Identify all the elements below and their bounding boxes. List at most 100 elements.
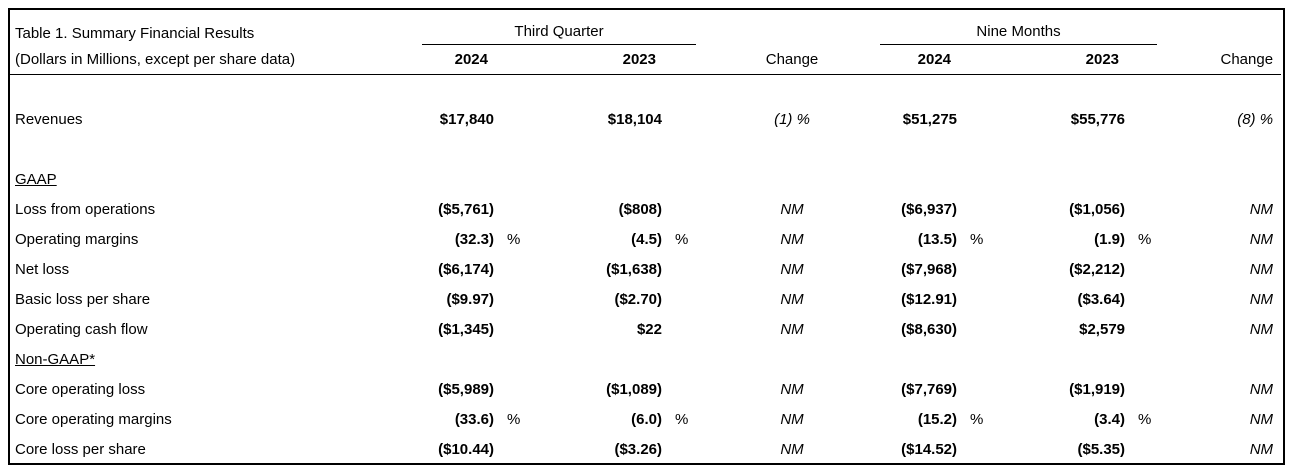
tq-2024-header: 2024 [402,45,494,75]
tq-change-header: Change [698,45,859,75]
q3-2024-pct-sign [494,254,530,284]
nm-2024-value [858,164,957,194]
nm-2024-value: ($7,968) [901,260,958,278]
row-label: GAAP [15,170,57,188]
nm-2024-pct-sign: % [970,230,984,248]
row-label: Basic loss per share [15,290,151,308]
nm-2024-value: $51,275 [902,110,958,128]
q3-2024-value: ($10.44) [438,440,494,458]
q3-2024-pct-sign: % [507,410,521,428]
row-label: Operating margins [15,230,139,248]
nm-2023-pct-sign [1125,104,1161,134]
nm-change-value: NM [1249,380,1274,398]
table-title: Table 1. Summary Financial Results [15,25,255,42]
q3-2024-pct-sign [494,194,530,224]
q3-change-value: NM [780,290,804,308]
spacer-cell [10,74,1281,104]
nm-2024-pct-sign [957,344,993,374]
q3-2023-value: $22 [636,320,662,338]
header-spacer-cell [494,45,530,75]
nm-change-value: NM [1249,440,1274,458]
nm-2024-pct-sign [957,284,993,314]
nm-2024-pct-sign [957,374,993,404]
row-label: Loss from operations [15,200,156,218]
q3-2024-pct-sign [494,314,530,344]
q3-2024-pct-sign [494,344,530,374]
nm-2023-value [993,344,1125,374]
nm-2023-value: ($3.64) [1077,290,1126,308]
q3-2023-pct-sign: % [675,230,689,248]
q3-2024-pct-sign [494,164,530,194]
third-quarter-group-header: Third Quarter [422,23,697,45]
q3-2024-value: ($1,345) [438,320,494,338]
nm-change-value: NM [1249,290,1274,308]
nm-2023-pct-sign: % [1138,230,1152,248]
q3-change-value: NM [780,230,804,248]
nm-2024-value: ($14.52) [901,440,958,458]
nm-2023-pct-sign [1125,164,1161,194]
nm-2024-pct-sign [957,164,993,194]
q3-2023-pct-sign: % [675,410,689,428]
q3-2023-value [530,164,662,194]
nm-2023-pct-sign [1125,344,1161,374]
nm-change-value: NM [1249,320,1274,338]
header-spacer-cell [662,45,699,75]
header-spacer-cell [1161,10,1281,45]
header-spacer-cell [957,45,994,75]
row-label: Revenues [15,110,83,128]
header-spacer-cell [1125,45,1162,75]
q3-2024-value [402,344,494,374]
nm-2024-pct-sign [957,254,993,284]
row-operating-margins: Operating margins (32.3)% (4.5)% NM (13.5)% (… [10,224,1281,254]
nm-2024-header: 2024 [858,45,958,75]
q3-2023-value: ($1,638) [606,260,662,278]
q3-2023-pct-sign [662,254,698,284]
nm-2024-value: ($7,769) [901,380,958,398]
nm-2023-value: (3.4) [1094,410,1126,428]
row-label: Non-GAAP* [15,350,96,368]
row-label: Operating cash flow [15,320,148,338]
nm-2023-value [993,164,1125,194]
q3-2023-value: $18,104 [607,110,662,128]
q3-2023-value: (4.5) [631,230,662,248]
header-spacer-cell [698,10,858,45]
spacer-cell [10,134,1281,164]
nm-2023-value: (1.9) [1094,230,1126,248]
nm-change-value: NM [1249,230,1274,248]
q3-change-value: NM [780,410,804,428]
q3-2024-pct-sign: % [507,230,521,248]
q3-2024-value: $17,840 [439,110,494,128]
q3-2023-pct-sign [662,314,698,344]
nm-2024-value: (15.2) [917,410,958,428]
nm-change-value: (8) % [1237,110,1274,128]
q3-2023-value [530,344,662,374]
q3-change-value: NM [780,320,804,338]
nm-change-value [1161,164,1281,194]
q3-2023-value: ($1,089) [606,380,662,398]
q3-2023-value: ($2.70) [614,290,662,308]
nm-2024-value: ($6,937) [901,200,958,218]
nm-2023-value: ($1,919) [1069,380,1126,398]
q3-2023-pct-sign [662,374,698,404]
row-label: Core operating loss [15,380,146,398]
nm-2024-value: (13.5) [917,230,958,248]
q3-2024-pct-sign [494,104,530,134]
q3-change-value: NM [780,440,804,458]
nm-2024-pct-sign: % [970,410,984,428]
q3-2023-pct-sign [662,194,698,224]
q3-2023-pct-sign [662,104,698,134]
nm-2024-pct-sign [957,434,993,463]
financial-table-frame: Table 1. Summary Financial Results Third… [8,8,1285,465]
nm-2024-value: ($8,630) [901,320,958,338]
q3-change-value [698,344,858,374]
q3-change-value: NM [780,260,804,278]
q3-2024-value: (32.3) [454,230,494,248]
q3-2024-value [402,164,494,194]
q3-2023-value: ($3.26) [614,440,662,458]
nm-2023-pct-sign [1125,374,1161,404]
nine-months-group-cell: Nine Months [858,10,1161,45]
nm-2024-pct-sign [957,194,993,224]
row-core-operating-loss: Core operating loss ($5,989) ($1,089) NM ($7… [10,374,1281,404]
q3-2023-pct-sign [662,164,698,194]
row-core-loss-per-share: Core loss per share ($10.44) ($3.26) NM ($14… [10,434,1281,463]
